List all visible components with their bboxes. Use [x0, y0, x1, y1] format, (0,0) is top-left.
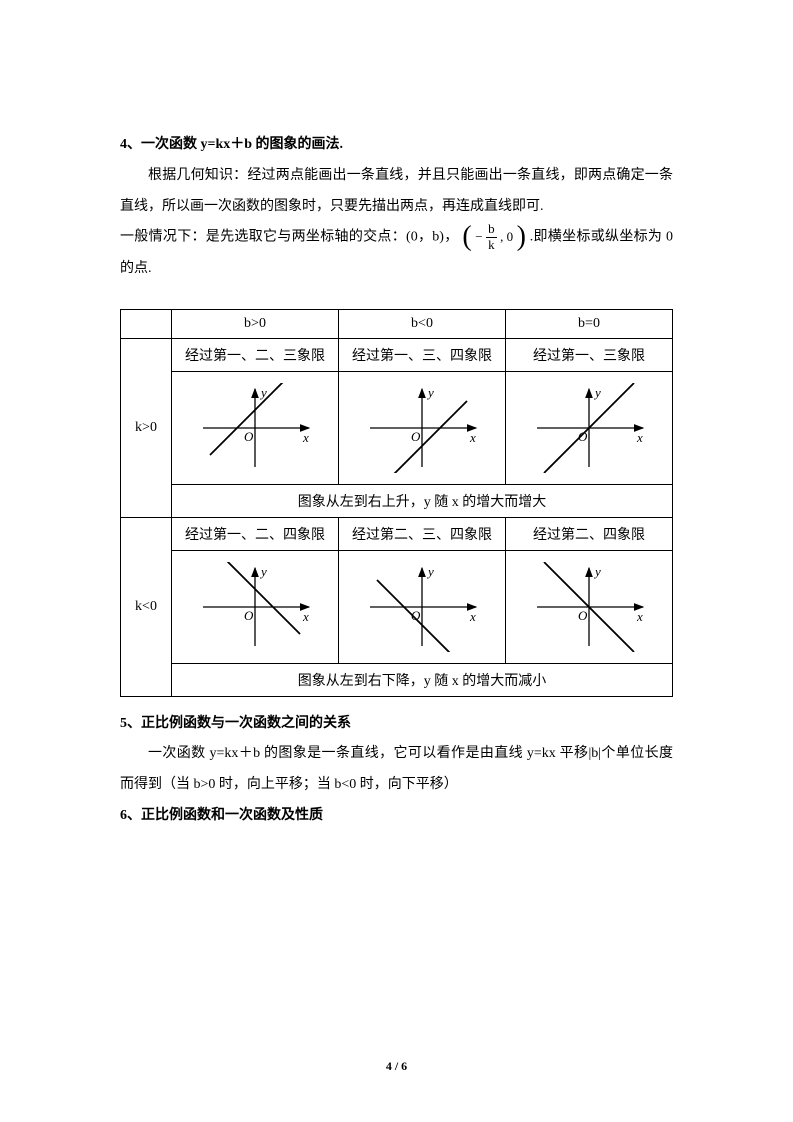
svg-text:x: x: [302, 609, 309, 624]
svg-text:x: x: [469, 430, 476, 445]
row0-trend: 图象从左到右上升，y 随 x 的增大而增大: [172, 484, 673, 517]
row0-graph-1: O x y: [339, 371, 506, 484]
fraction-num: b: [486, 222, 497, 236]
row1-label: k<0: [121, 517, 172, 696]
row1-trend: 图象从左到右下降，y 随 x 的增大而减小: [172, 663, 673, 696]
svg-text:O: O: [411, 429, 421, 444]
row1-quad-2: 经过第二、四象限: [506, 517, 673, 550]
row1-graph-2: O x y: [506, 550, 673, 663]
section5-heading: 5、正比例函数与一次函数之间的关系: [120, 709, 673, 740]
row0-quad-0: 经过第一、二、三象限: [172, 338, 339, 371]
paren-right: ): [517, 223, 526, 251]
row1-quad-1: 经过第二、三、四象限: [339, 517, 506, 550]
row1-graph-0: O x y: [172, 550, 339, 663]
svg-text:y: y: [593, 564, 601, 579]
svg-text:O: O: [411, 608, 421, 623]
section4-p2-before: 一般情况下：是先选取它与两坐标轴的交点：(0，b)，: [120, 230, 459, 245]
svg-text:y: y: [426, 385, 434, 400]
svg-text:O: O: [244, 429, 254, 444]
svg-text:y: y: [259, 385, 267, 400]
page: 4、一次函数 y=kx＋b 的图象的画法. 根据几何知识：经过两点能画出一条直线…: [0, 0, 793, 1122]
section4-heading: 4、一次函数 y=kx＋b 的图象的画法.: [120, 130, 673, 161]
row1-quad-0: 经过第一、二、四象限: [172, 517, 339, 550]
col-header-1: b<0: [339, 309, 506, 338]
fraction-y: , 0: [500, 223, 513, 252]
col-header-0: b>0: [172, 309, 339, 338]
svg-text:O: O: [578, 429, 588, 444]
section4-p1: 根据几何知识：经过两点能画出一条直线，并且只能画出一条直线，即两点确定一条直线，…: [120, 161, 673, 223]
page-total: 6: [401, 1059, 407, 1073]
section4-p2: 一般情况下：是先选取它与两坐标轴的交点：(0，b)， ( − b k , 0 )…: [120, 222, 673, 284]
svg-text:y: y: [259, 564, 267, 579]
row0-graph-0: O x y: [172, 371, 339, 484]
fraction: b k: [486, 222, 497, 252]
paren-left: (: [462, 223, 471, 251]
svg-text:y: y: [426, 564, 434, 579]
svg-text:y: y: [593, 385, 601, 400]
col-header-2: b=0: [506, 309, 673, 338]
page-footer: 4 / 6: [0, 1059, 793, 1074]
fraction-den: k: [486, 237, 497, 252]
corner-cell: [121, 309, 172, 338]
section5-p1: 一次函数 y=kx＋b 的图象是一条直线，它可以看作是由直线 y=kx 平移|b…: [120, 739, 673, 801]
row0-quad-2: 经过第一、三象限: [506, 338, 673, 371]
function-table: b>0 b<0 b=0 k>0 经过第一、二、三象限 经过第一、三、四象限 经过…: [120, 309, 673, 697]
page-sep: /: [392, 1059, 401, 1073]
row0-label: k>0: [121, 338, 172, 517]
fraction-point: ( − b k , 0 ): [462, 222, 526, 253]
svg-text:x: x: [469, 609, 476, 624]
svg-text:O: O: [244, 608, 254, 623]
row1-graph-1: O x y: [339, 550, 506, 663]
svg-text:x: x: [636, 430, 643, 445]
svg-text:x: x: [636, 609, 643, 624]
section6-heading: 6、正比例函数和一次函数及性质: [120, 801, 673, 832]
svg-text:x: x: [302, 430, 309, 445]
svg-text:O: O: [578, 608, 588, 623]
row0-quad-1: 经过第一、三、四象限: [339, 338, 506, 371]
row0-graph-2: O x y: [506, 371, 673, 484]
fraction-minus: −: [475, 223, 482, 252]
